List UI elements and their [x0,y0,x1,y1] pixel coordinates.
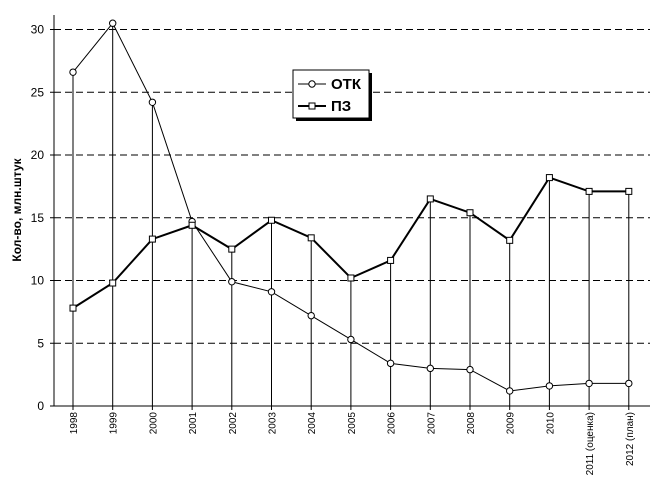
data-point-pz [188,221,196,229]
data-point-otk [267,288,276,296]
data-point-pz [466,209,474,217]
data-point-otk [466,365,474,374]
x-tick-label: 2009 [506,412,517,435]
data-point-pz [426,195,434,203]
data-point-pz [307,234,315,242]
data-point-otk [69,68,77,76]
x-tick-label: 2003 [268,412,279,435]
series-markers [69,19,633,395]
data-point-pz [545,174,553,182]
data-point-pz [387,256,395,264]
legend-box [292,69,370,119]
x-tick-label: 2002 [228,412,239,435]
y-tick-label: 20 [31,148,45,162]
legend-label-otk: ОТК [331,76,362,93]
y-tick-label: 30 [31,23,45,37]
x-tick-labels: 1998 1999 2000 2001 2002 2003 2004 2005 2006 2007… [69,406,636,475]
data-point-otk [109,19,117,27]
x-tick-label: 2008 [466,412,477,435]
legend-marker-pz [308,102,316,110]
x-tick-label: 2001 [188,412,199,435]
data-point-pz [506,236,514,244]
x-tick-label: 1998 [69,412,80,435]
data-point-pz [109,279,117,287]
x-tick-label: 2010 [545,412,556,435]
y-tick-label: 15 [31,211,45,225]
legend: ОТК ПЗ [292,69,372,121]
data-point-otk [625,379,633,388]
x-tick-label: 2007 [426,412,437,435]
y-tick-label: 25 [31,85,45,99]
x-tick-label: 2000 [148,412,159,435]
data-point-pz [69,304,77,312]
data-point-otk [148,98,157,106]
y-tick-labels: 0 5 10 15 20 25 30 [31,23,54,413]
data-point-pz [148,235,156,243]
data-point-pz [228,245,236,253]
data-point-otk [386,359,395,368]
data-point-otk [228,278,236,286]
x-tick-label: 2005 [347,412,358,435]
legend-label-pz: ПЗ [331,98,351,115]
legend-marker-otk [308,80,316,88]
data-point-otk [506,387,514,395]
data-point-otk [307,311,315,320]
x-tick-label: 2006 [387,412,398,435]
y-axis-label: Кол-во, млн.штук [10,157,24,261]
data-point-otk [545,382,554,390]
data-point-otk [426,364,434,373]
data-point-otk [585,379,593,388]
x-tick-label: 2012 (план) [625,412,636,466]
y-tick-label: 5 [37,336,44,350]
x-tick-label: 2011 (оценка) [585,412,596,475]
y-tick-label: 0 [37,399,44,413]
data-point-otk [347,335,355,344]
data-point-pz [585,187,593,195]
data-point-pz [268,216,275,224]
data-point-pz [625,187,633,195]
data-point-pz [347,274,355,282]
y-tick-label: 10 [31,274,45,288]
x-tick-label: 1999 [109,412,120,435]
x-tick-label: 2004 [307,412,318,435]
axes [53,15,650,407]
